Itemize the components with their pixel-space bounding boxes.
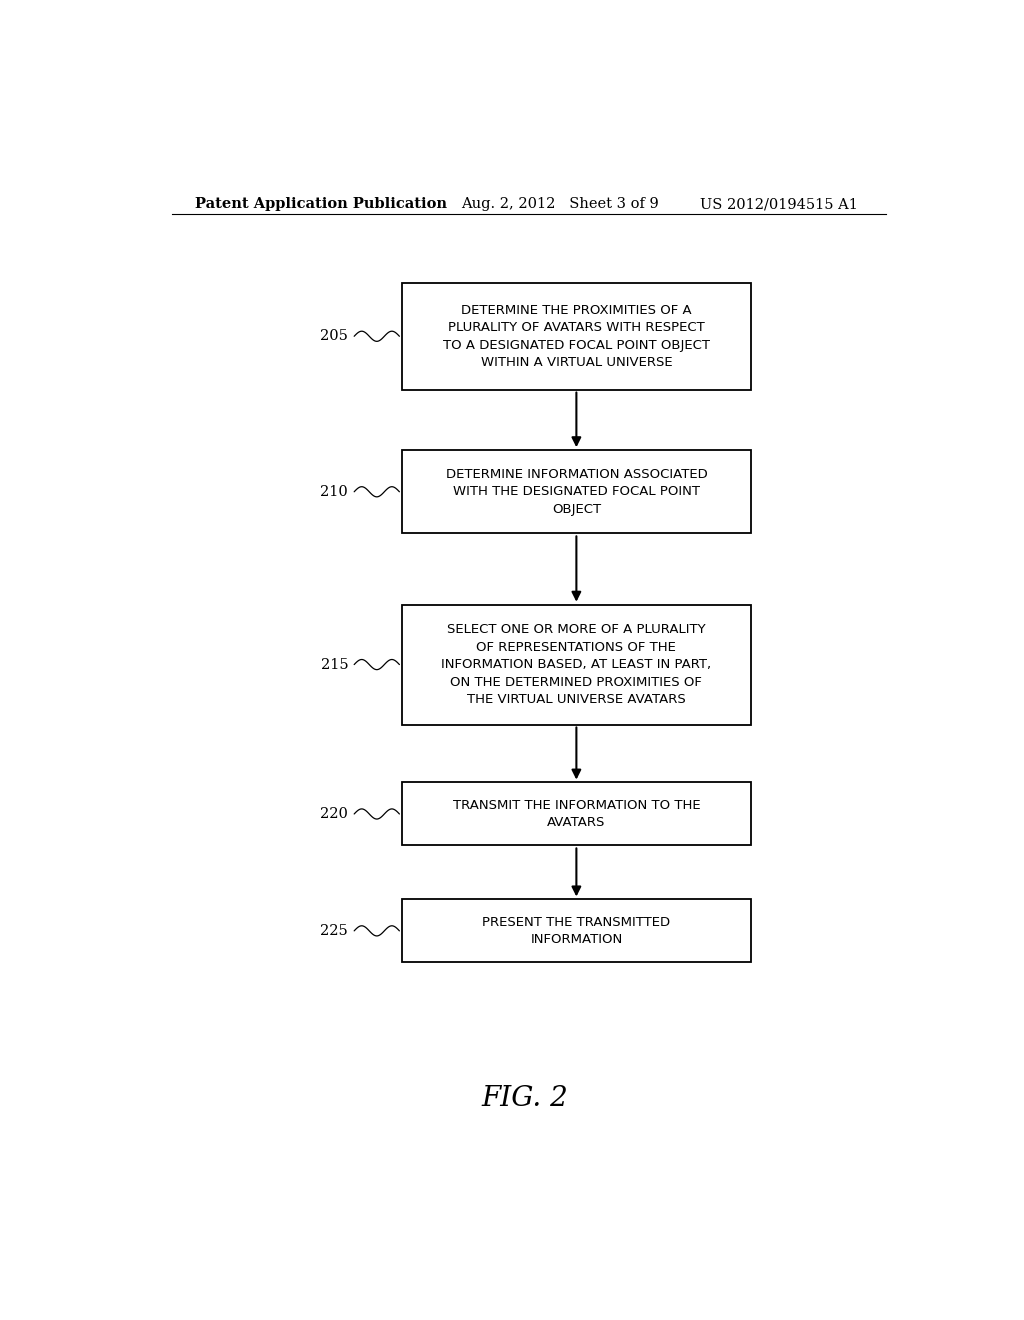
Text: 210: 210 <box>321 484 348 499</box>
FancyBboxPatch shape <box>401 450 751 533</box>
FancyBboxPatch shape <box>401 899 751 962</box>
FancyBboxPatch shape <box>401 783 751 846</box>
Text: SELECT ONE OR MORE OF A PLURALITY
OF REPRESENTATIONS OF THE
INFORMATION BASED, A: SELECT ONE OR MORE OF A PLURALITY OF REP… <box>441 623 712 706</box>
Text: US 2012/0194515 A1: US 2012/0194515 A1 <box>700 197 858 211</box>
Text: 215: 215 <box>321 657 348 672</box>
Text: DETERMINE INFORMATION ASSOCIATED
WITH THE DESIGNATED FOCAL POINT
OBJECT: DETERMINE INFORMATION ASSOCIATED WITH TH… <box>445 467 708 516</box>
Text: Aug. 2, 2012   Sheet 3 of 9: Aug. 2, 2012 Sheet 3 of 9 <box>461 197 659 211</box>
Text: 205: 205 <box>321 329 348 343</box>
Text: PRESENT THE TRANSMITTED
INFORMATION: PRESENT THE TRANSMITTED INFORMATION <box>482 916 671 946</box>
Text: DETERMINE THE PROXIMITIES OF A
PLURALITY OF AVATARS WITH RESPECT
TO A DESIGNATED: DETERMINE THE PROXIMITIES OF A PLURALITY… <box>443 304 710 370</box>
FancyBboxPatch shape <box>401 605 751 725</box>
Text: Patent Application Publication: Patent Application Publication <box>196 197 447 211</box>
Text: TRANSMIT THE INFORMATION TO THE
AVATARS: TRANSMIT THE INFORMATION TO THE AVATARS <box>453 799 700 829</box>
FancyBboxPatch shape <box>401 282 751 389</box>
Text: 225: 225 <box>321 924 348 939</box>
Text: 220: 220 <box>321 807 348 821</box>
Text: FIG. 2: FIG. 2 <box>481 1085 568 1111</box>
